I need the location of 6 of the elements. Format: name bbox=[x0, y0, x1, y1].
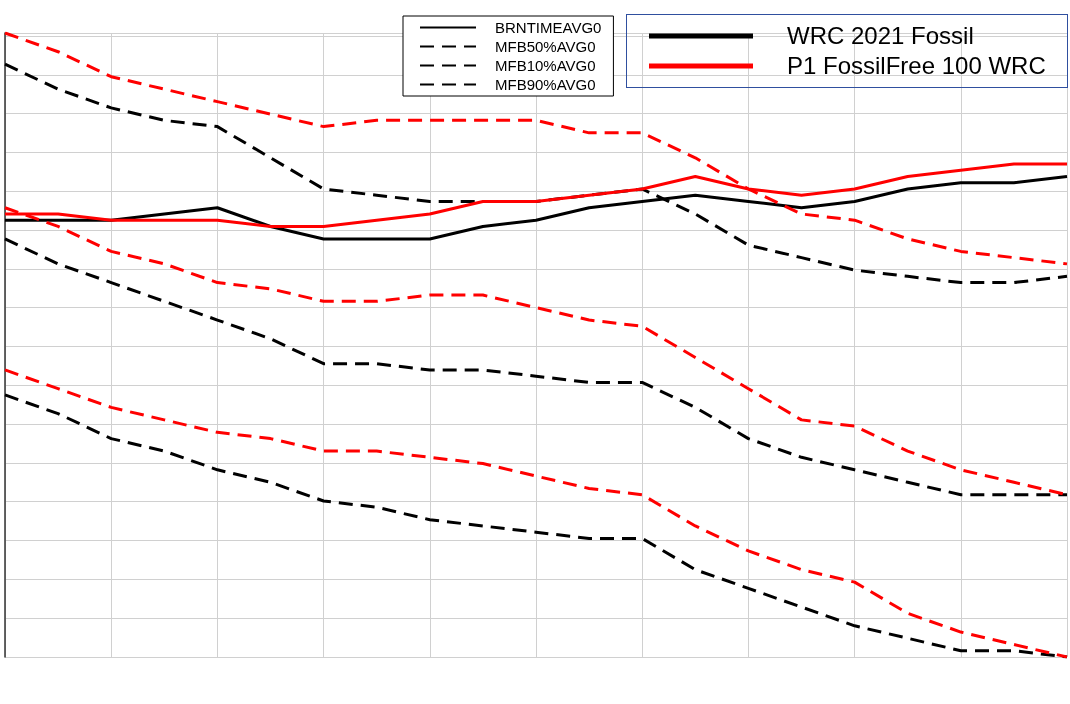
legend-label: MFB10%AVG0 bbox=[495, 57, 596, 74]
legend-label: MFB50%AVG0 bbox=[495, 38, 596, 55]
legend-label: BRNTIMEAVG0 bbox=[495, 19, 602, 36]
legend-label: MFB90%AVG0 bbox=[495, 76, 596, 93]
annotation: WRC 2021 Fossil bbox=[787, 22, 974, 50]
annotation: P1 FossilFree 100 WRC bbox=[787, 52, 1046, 80]
